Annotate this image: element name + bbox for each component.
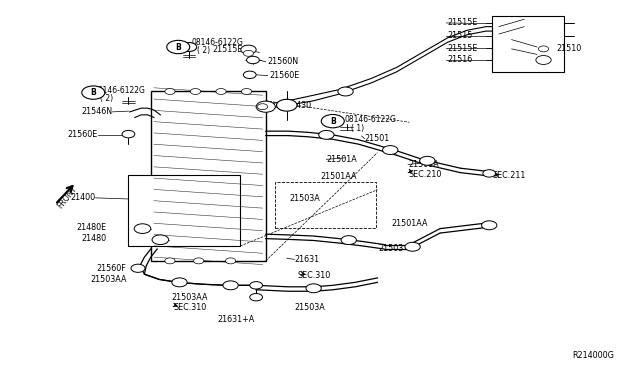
Text: 21515EA: 21515EA xyxy=(212,45,248,54)
Text: 21503: 21503 xyxy=(379,244,404,253)
Circle shape xyxy=(152,235,169,244)
Circle shape xyxy=(134,224,151,234)
Circle shape xyxy=(165,258,175,264)
Circle shape xyxy=(223,281,238,290)
Text: B: B xyxy=(175,42,181,51)
Text: 21546N: 21546N xyxy=(81,108,113,116)
Text: SEC.310: SEC.310 xyxy=(297,271,330,280)
Circle shape xyxy=(321,115,344,128)
Circle shape xyxy=(481,221,497,230)
Circle shape xyxy=(243,71,256,78)
Text: B: B xyxy=(90,88,96,97)
Circle shape xyxy=(250,294,262,301)
Text: 21480: 21480 xyxy=(81,234,106,243)
Text: SEC.210: SEC.210 xyxy=(408,170,442,179)
Circle shape xyxy=(420,156,435,165)
Text: ( 2): ( 2) xyxy=(100,94,113,103)
Text: 21515: 21515 xyxy=(448,31,473,40)
Circle shape xyxy=(165,89,175,94)
Text: FRONT: FRONT xyxy=(56,184,79,210)
Text: 21501AA: 21501AA xyxy=(392,219,428,228)
Text: SEC.211: SEC.211 xyxy=(492,171,526,180)
Text: 21631+A: 21631+A xyxy=(218,315,255,324)
Text: 21430: 21430 xyxy=(287,101,312,110)
Circle shape xyxy=(241,45,256,54)
Circle shape xyxy=(483,170,495,177)
Circle shape xyxy=(536,55,551,64)
Text: SEC.310: SEC.310 xyxy=(173,303,206,312)
Text: 21560N: 21560N xyxy=(268,57,299,66)
Circle shape xyxy=(250,282,262,289)
Circle shape xyxy=(319,131,334,139)
Text: 08146-6122G: 08146-6122G xyxy=(191,38,243,47)
Circle shape xyxy=(383,145,398,154)
Circle shape xyxy=(172,278,187,287)
Text: 21501: 21501 xyxy=(365,134,390,143)
Circle shape xyxy=(131,264,145,272)
Text: 21631: 21631 xyxy=(294,255,319,264)
Circle shape xyxy=(216,89,226,94)
Text: 21560E: 21560E xyxy=(269,71,299,80)
Text: ( 1): ( 1) xyxy=(351,124,364,133)
Text: 21515E: 21515E xyxy=(448,19,478,28)
Text: 21516: 21516 xyxy=(448,55,473,64)
Circle shape xyxy=(246,56,259,64)
Bar xyxy=(129,175,240,246)
Text: 21400: 21400 xyxy=(70,193,95,202)
Circle shape xyxy=(538,46,548,52)
Text: 21560F: 21560F xyxy=(96,264,126,273)
Circle shape xyxy=(256,101,275,112)
Circle shape xyxy=(193,258,204,264)
Text: 21503AA: 21503AA xyxy=(172,294,209,302)
Circle shape xyxy=(276,99,297,111)
Text: 21501A: 21501A xyxy=(408,160,439,169)
Text: 21501AA: 21501AA xyxy=(320,172,356,181)
Circle shape xyxy=(243,50,253,56)
Text: 21510: 21510 xyxy=(556,44,582,52)
Circle shape xyxy=(257,104,268,110)
Text: 08146-6122G: 08146-6122G xyxy=(93,86,145,95)
Circle shape xyxy=(190,89,200,94)
Circle shape xyxy=(122,131,135,138)
Circle shape xyxy=(181,42,196,51)
Text: 21503A: 21503A xyxy=(289,195,320,203)
Text: 21480E: 21480E xyxy=(76,223,106,232)
Circle shape xyxy=(82,86,105,99)
Bar xyxy=(151,92,266,261)
Bar xyxy=(492,16,564,72)
Circle shape xyxy=(306,284,321,293)
Text: 21515E: 21515E xyxy=(448,44,478,52)
Circle shape xyxy=(241,89,252,94)
Text: 21560E: 21560E xyxy=(67,130,98,140)
Text: 08146-6122G: 08146-6122G xyxy=(344,115,396,124)
Circle shape xyxy=(225,258,236,264)
Circle shape xyxy=(341,235,356,244)
Text: R214000G: R214000G xyxy=(572,351,614,360)
Circle shape xyxy=(167,40,189,54)
Text: 21503AA: 21503AA xyxy=(90,275,127,284)
Circle shape xyxy=(338,87,353,96)
Text: 21501A: 21501A xyxy=(326,155,357,164)
Text: B: B xyxy=(330,117,335,126)
Circle shape xyxy=(405,242,420,251)
Text: ( 2): ( 2) xyxy=(197,46,211,55)
Text: 21503A: 21503A xyxy=(294,303,325,312)
